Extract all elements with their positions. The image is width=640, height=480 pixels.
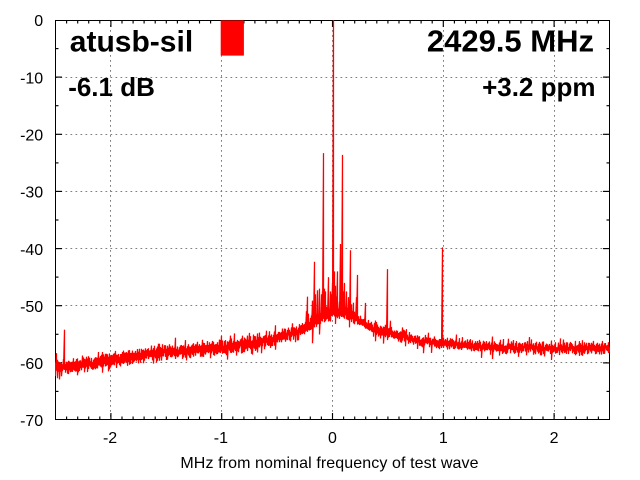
svg-text:-10: -10 xyxy=(20,70,43,87)
svg-text:0: 0 xyxy=(328,430,337,447)
svg-text:-40: -40 xyxy=(20,242,43,259)
svg-text:0: 0 xyxy=(34,13,43,30)
svg-text:1: 1 xyxy=(439,430,448,447)
svg-text:-30: -30 xyxy=(20,185,43,202)
svg-text:-60: -60 xyxy=(20,356,43,373)
svg-text:-1: -1 xyxy=(214,430,228,447)
svg-text:-50: -50 xyxy=(20,299,43,316)
svg-text:2429.5 MHz: 2429.5 MHz xyxy=(427,24,594,59)
svg-text:-6.1 dB: -6.1 dB xyxy=(68,72,155,102)
svg-text:2: 2 xyxy=(550,430,559,447)
svg-text:-20: -20 xyxy=(20,128,43,145)
svg-text:atusb-sil: atusb-sil xyxy=(70,26,193,59)
svg-text:+3.2 ppm: +3.2 ppm xyxy=(482,72,595,102)
svg-text:-2: -2 xyxy=(103,430,117,447)
svg-text:-70: -70 xyxy=(20,413,43,430)
svg-text:MHz from nominal frequency of: MHz from nominal frequency of test wave xyxy=(180,455,478,472)
